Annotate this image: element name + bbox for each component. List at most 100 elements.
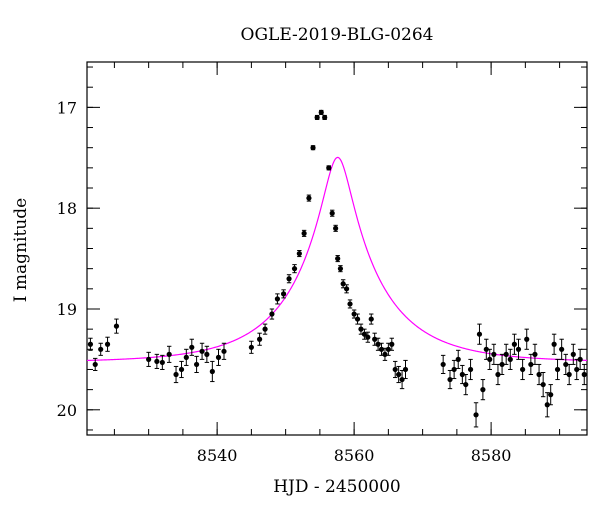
data-marker xyxy=(447,376,453,383)
data-marker xyxy=(306,195,312,201)
data-point xyxy=(104,336,111,352)
data-marker xyxy=(495,371,501,378)
data-marker xyxy=(382,351,388,357)
data-marker xyxy=(269,311,275,317)
data-point xyxy=(340,279,346,289)
data-point xyxy=(166,345,172,363)
data-marker xyxy=(154,358,160,365)
data-marker xyxy=(337,266,344,272)
data-point xyxy=(566,363,572,386)
data-point xyxy=(329,209,335,217)
data-point xyxy=(199,342,205,360)
data-marker xyxy=(548,392,554,398)
data-marker xyxy=(372,336,378,342)
data-marker xyxy=(402,366,409,373)
data-point xyxy=(343,284,350,294)
data-point xyxy=(354,313,361,325)
data-point xyxy=(335,255,341,263)
x-tick-label: 8580 xyxy=(471,446,512,465)
data-marker xyxy=(463,381,469,388)
data-marker xyxy=(574,366,580,373)
data-marker xyxy=(199,348,205,354)
data-marker xyxy=(274,296,281,302)
data-marker xyxy=(329,210,335,216)
data-point xyxy=(296,250,302,258)
data-point xyxy=(540,371,546,398)
data-point xyxy=(286,274,292,284)
data-marker xyxy=(209,368,215,375)
major-ticks xyxy=(87,62,587,435)
data-marker xyxy=(301,230,307,236)
data-point xyxy=(511,333,517,355)
data-point xyxy=(544,392,550,418)
data-marker xyxy=(262,326,268,332)
data-marker xyxy=(577,356,583,362)
data-marker xyxy=(351,311,357,317)
data-point xyxy=(257,332,263,346)
data-point xyxy=(98,342,104,356)
data-point xyxy=(262,323,268,335)
data-point xyxy=(209,360,215,383)
x-tick-label: 8560 xyxy=(334,446,375,465)
data-marker xyxy=(451,366,457,373)
data-marker xyxy=(113,323,120,329)
chart-title: OGLE-2019-BLG-0264 xyxy=(241,25,434,45)
data-marker xyxy=(566,371,572,378)
data-point xyxy=(581,363,587,386)
data-marker xyxy=(476,331,483,337)
data-point xyxy=(520,358,526,381)
data-marker xyxy=(375,341,381,347)
data-point xyxy=(269,308,275,320)
data-marker xyxy=(473,412,479,418)
data-point xyxy=(396,365,402,384)
data-marker xyxy=(280,291,287,297)
data-marker xyxy=(204,351,210,357)
data-point xyxy=(326,165,332,171)
plot-frame xyxy=(86,61,588,436)
data-marker xyxy=(503,351,509,357)
data-marker xyxy=(248,344,254,350)
data-point xyxy=(204,345,210,363)
data-marker xyxy=(551,341,557,347)
data-point xyxy=(365,331,371,343)
data-marker xyxy=(554,366,561,373)
y-tick-label: 17 xyxy=(57,98,77,117)
data-point xyxy=(451,359,457,380)
data-point xyxy=(554,358,561,381)
data-point xyxy=(499,353,505,376)
data-point xyxy=(524,328,530,350)
data-marker xyxy=(467,366,474,373)
data-points xyxy=(87,109,587,428)
data-marker xyxy=(358,326,364,332)
data-marker xyxy=(221,348,227,354)
data-marker xyxy=(528,361,534,368)
data-point xyxy=(347,299,353,309)
plot-area: 8540 8560 8580 17 18 19 20 xyxy=(57,61,588,465)
data-point xyxy=(159,354,165,370)
data-point xyxy=(87,337,94,351)
data-point xyxy=(476,323,483,345)
data-point xyxy=(548,384,554,406)
data-marker xyxy=(87,341,94,347)
data-marker xyxy=(314,114,320,121)
data-point xyxy=(389,337,395,351)
data-point xyxy=(154,353,160,369)
data-marker xyxy=(581,371,587,378)
data-point xyxy=(473,402,479,428)
data-marker xyxy=(540,381,546,388)
data-marker xyxy=(335,255,341,262)
data-point xyxy=(368,313,374,325)
data-marker xyxy=(515,346,522,352)
data-marker xyxy=(189,344,195,350)
data-point xyxy=(301,229,307,237)
data-marker xyxy=(378,346,385,352)
data-marker xyxy=(104,341,111,347)
data-marker xyxy=(92,361,98,368)
data-marker xyxy=(257,336,263,342)
data-marker xyxy=(491,351,497,357)
data-point xyxy=(563,353,569,376)
data-marker xyxy=(563,361,569,368)
data-marker xyxy=(343,286,350,292)
tick-labels: 8540 8560 8580 17 18 19 20 xyxy=(57,98,512,465)
data-point xyxy=(455,349,461,369)
